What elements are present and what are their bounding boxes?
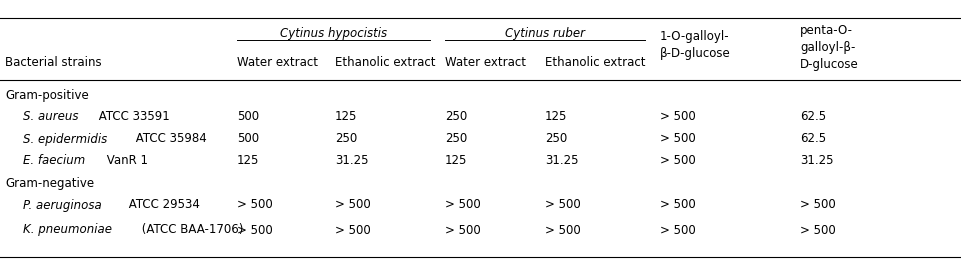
- Text: 1-O-galloyl-
β-D-glucose: 1-O-galloyl- β-D-glucose: [660, 30, 730, 60]
- Text: > 500: > 500: [800, 223, 836, 237]
- Text: 250: 250: [445, 133, 467, 145]
- Text: > 500: > 500: [445, 199, 480, 211]
- Text: > 500: > 500: [660, 199, 696, 211]
- Text: ATCC 29534: ATCC 29534: [125, 199, 200, 211]
- Text: Water extract: Water extract: [445, 56, 526, 68]
- Text: 31.25: 31.25: [545, 155, 579, 167]
- Text: ATCC 33591: ATCC 33591: [94, 111, 169, 123]
- Text: 62.5: 62.5: [800, 111, 826, 123]
- Text: S. aureus: S. aureus: [23, 111, 79, 123]
- Text: Ethanolic extract: Ethanolic extract: [545, 56, 646, 68]
- Text: > 500: > 500: [237, 199, 273, 211]
- Text: 250: 250: [335, 133, 357, 145]
- Text: (ATCC BAA-1706): (ATCC BAA-1706): [137, 223, 243, 237]
- Text: VanR 1: VanR 1: [104, 155, 148, 167]
- Text: ATCC 35984: ATCC 35984: [132, 133, 207, 145]
- Text: 500: 500: [237, 133, 259, 145]
- Text: 125: 125: [445, 155, 467, 167]
- Text: E. faecium: E. faecium: [23, 155, 86, 167]
- Text: Bacterial strains: Bacterial strains: [5, 56, 102, 68]
- Text: > 500: > 500: [660, 223, 696, 237]
- Text: 62.5: 62.5: [800, 133, 826, 145]
- Text: Gram-positive: Gram-positive: [5, 89, 88, 101]
- Text: Ethanolic extract: Ethanolic extract: [335, 56, 435, 68]
- Text: K. pneumoniae: K. pneumoniae: [23, 223, 112, 237]
- Text: 31.25: 31.25: [335, 155, 368, 167]
- Text: 125: 125: [237, 155, 259, 167]
- Text: Cytinus hypocistis: Cytinus hypocistis: [280, 26, 387, 40]
- Text: > 500: > 500: [335, 223, 371, 237]
- Text: 250: 250: [545, 133, 567, 145]
- Text: > 500: > 500: [660, 155, 696, 167]
- Text: P. aeruginosa: P. aeruginosa: [23, 199, 102, 211]
- Text: Gram-negative: Gram-negative: [5, 177, 94, 189]
- Text: > 500: > 500: [800, 199, 836, 211]
- Text: > 500: > 500: [445, 223, 480, 237]
- Text: 125: 125: [545, 111, 567, 123]
- Text: Cytinus ruber: Cytinus ruber: [505, 26, 585, 40]
- Text: > 500: > 500: [660, 133, 696, 145]
- Text: Water extract: Water extract: [237, 56, 318, 68]
- Text: penta-O-
galloyl-β-
D-glucose: penta-O- galloyl-β- D-glucose: [800, 24, 859, 71]
- Text: 500: 500: [237, 111, 259, 123]
- Text: 31.25: 31.25: [800, 155, 833, 167]
- Text: > 500: > 500: [660, 111, 696, 123]
- Text: 250: 250: [445, 111, 467, 123]
- Text: > 500: > 500: [545, 199, 580, 211]
- Text: > 500: > 500: [237, 223, 273, 237]
- Text: 125: 125: [335, 111, 357, 123]
- Text: S. epidermidis: S. epidermidis: [23, 133, 108, 145]
- Text: > 500: > 500: [335, 199, 371, 211]
- Text: > 500: > 500: [545, 223, 580, 237]
